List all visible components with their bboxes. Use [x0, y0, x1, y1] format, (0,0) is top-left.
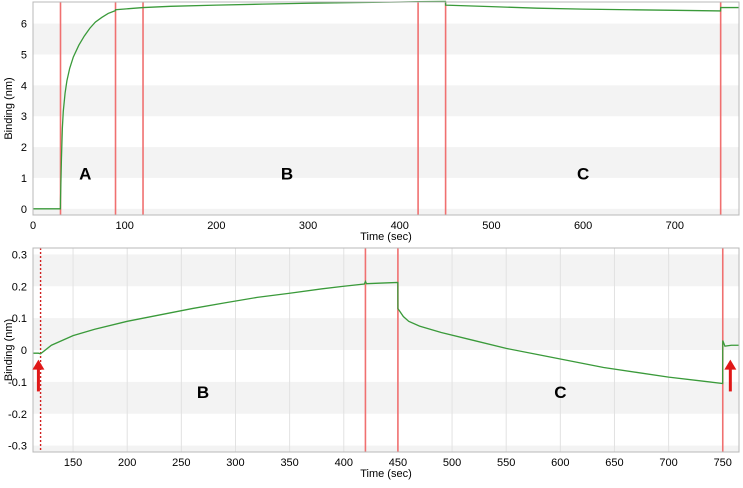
region-label: B — [281, 165, 293, 184]
arrow-head — [32, 359, 45, 370]
y-tick-label: 1 — [21, 173, 27, 185]
x-tick-label: 700 — [659, 457, 677, 469]
y-tick-label: 5 — [21, 49, 27, 61]
y-tick-label: 4 — [21, 80, 27, 92]
x-tick-label: 400 — [335, 457, 353, 469]
grid-band — [33, 318, 739, 350]
grid-band — [33, 445, 739, 452]
x-tick-label: 600 — [551, 457, 569, 469]
y-tick-label: -0.1 — [8, 377, 27, 389]
y-tick-label: 0 — [21, 345, 27, 357]
x-tick-label: 150 — [64, 457, 82, 469]
y-tick-label: 0.2 — [12, 281, 27, 293]
x-tick-label: 100 — [116, 220, 134, 232]
plot-frame — [32, 1, 740, 216]
region-label: C — [554, 383, 566, 402]
bottom-binding-chart: 0.3 0.2 0.1 0 -0.1 -0.2 -0.3 150 200 250 300 350 400… — [3, 247, 740, 480]
y-tick-label: -0.3 — [8, 441, 27, 453]
x-tick-label: 350 — [280, 457, 298, 469]
x-tick-label: 200 — [118, 457, 136, 469]
grid-band — [33, 208, 739, 215]
x-tick-label: 650 — [605, 457, 623, 469]
arrow-head — [724, 359, 737, 370]
plot-frame — [32, 247, 740, 453]
x-tick-label: 550 — [497, 457, 515, 469]
x-tick-label: 500 — [482, 220, 500, 232]
y-tick-label: 6 — [21, 19, 27, 31]
grid-band — [33, 254, 739, 287]
x-tick-label: 200 — [207, 220, 225, 232]
x-tick-label: 400 — [391, 220, 409, 232]
x-tick-label: 450 — [389, 457, 407, 469]
x-tick-label: 500 — [443, 457, 461, 469]
grid-band — [33, 85, 739, 117]
y-tick-label: 0.1 — [12, 313, 27, 325]
y-tick-label: 0.3 — [12, 249, 27, 261]
region-label: C — [577, 165, 589, 184]
x-axis-label: Time (sec) — [360, 468, 412, 480]
region-label: B — [197, 383, 209, 402]
region-label: A — [79, 165, 91, 184]
x-tick-label: 750 — [714, 457, 732, 469]
x-tick-label: 300 — [226, 457, 244, 469]
grid-band — [33, 23, 739, 55]
y-tick-label: 0 — [21, 204, 27, 216]
grid-band — [33, 381, 739, 414]
binding-series-line — [33, 279, 739, 385]
top-binding-chart: 0 1 2 3 4 5 6 0 100 200 300 400 500 600 700 Time (sec) B… — [3, 0, 740, 243]
x-axis-label: Time (sec) — [360, 231, 412, 243]
y-tick-label: 2 — [21, 142, 27, 154]
x-tick-label: 0 — [30, 220, 36, 232]
x-tick-label: 250 — [172, 457, 190, 469]
x-tick-label: 600 — [574, 220, 592, 232]
y-axis-label: Binding (nm) — [3, 77, 15, 139]
x-tick-label: 300 — [299, 220, 317, 232]
binding-series-line — [33, 0, 739, 210]
grid-band — [33, 147, 739, 178]
y-tick-label: 3 — [21, 111, 27, 123]
x-tick-label: 700 — [666, 220, 684, 232]
y-axis-label: Binding (nm) — [3, 319, 15, 381]
y-tick-label: -0.2 — [8, 409, 27, 421]
